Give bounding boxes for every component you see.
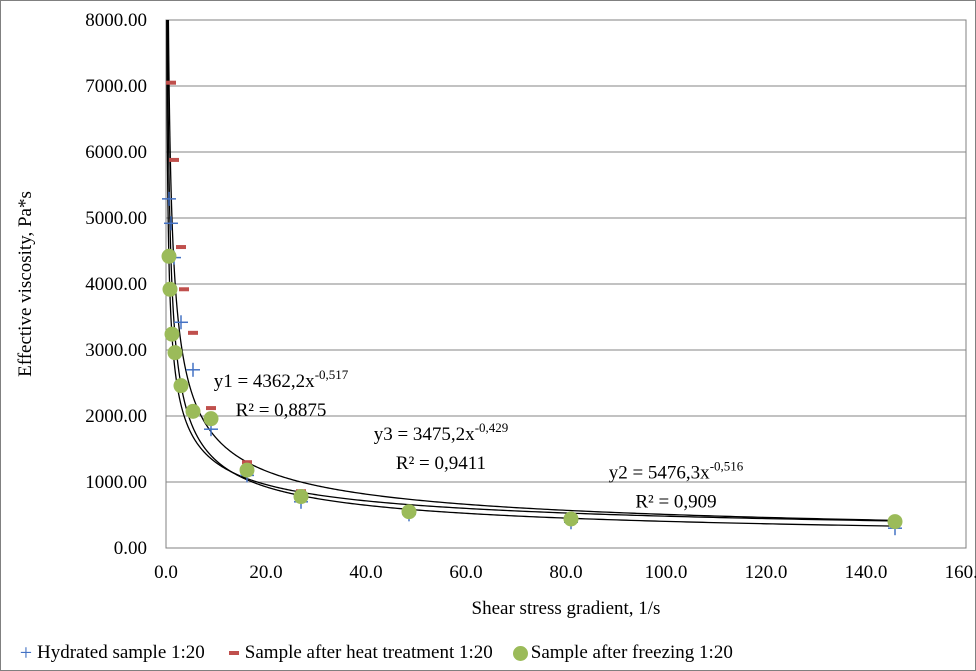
equation-eq2: y2 = 5476,3x-0,516: [609, 459, 744, 484]
equation-eq3: y3 = 3475,2x-0,429: [374, 420, 509, 445]
point-freezing: [293, 489, 309, 505]
legend-label: Hydrated sample 1:20: [37, 642, 205, 663]
legend: + Hydrated sample 1:20 Sample after heat…: [18, 640, 733, 666]
point-hydrated: [186, 362, 200, 377]
y-tick-label: 1000.00: [85, 472, 147, 493]
y-tick-label: 5000.00: [85, 208, 147, 229]
point-freezing: [167, 345, 183, 361]
legend-item-freezing: Sample after freezing 1:20: [512, 642, 733, 664]
x-tick-label: 140.0: [845, 562, 888, 583]
x-tick-label: 0.0: [154, 562, 178, 583]
trendlines: [166, 19, 897, 527]
point-freezing: [185, 403, 201, 419]
point-heat-treatment: [188, 330, 198, 335]
y-tick-label: 6000.00: [85, 142, 147, 163]
point-heat-treatment: [206, 406, 216, 411]
x-axis-label: Shear stress gradient, 1/s: [472, 598, 661, 619]
plus-marker-icon: +: [19, 640, 33, 665]
gridlines: [166, 85, 966, 483]
point-freezing: [164, 326, 180, 342]
point-hydrated: [164, 216, 178, 231]
x-tick-label: 80.0: [549, 562, 582, 583]
point-heat-treatment: [169, 157, 179, 162]
point-freezing: [239, 462, 255, 478]
trendline-2: [167, 19, 897, 522]
point-freezing: [173, 378, 189, 394]
point-hydrated: [162, 191, 176, 206]
x-tick-label: 160.0: [945, 562, 976, 583]
y-tick-label: 7000.00: [85, 76, 147, 97]
y-tick-label: 3000.00: [85, 340, 147, 361]
point-heat-treatment: [242, 460, 252, 465]
legend-label: Sample after freezing 1:20: [530, 642, 733, 663]
r-squared-eq3: R² = 0,9411: [396, 453, 486, 474]
y-axis-label: Effective viscosity, Pa*s: [15, 191, 36, 377]
y-tick-label: 8000.00: [85, 10, 147, 31]
trendline-3: [166, 20, 897, 522]
point-freezing: [162, 281, 178, 297]
point-freezing: [203, 411, 219, 427]
data-points: [161, 80, 903, 536]
point-heat-treatment: [179, 287, 189, 292]
y-tick-label: 4000.00: [85, 274, 147, 295]
x-tick-label: 40.0: [349, 562, 382, 583]
point-freezing: [161, 248, 177, 264]
equation-annotations: y1 = 4362,2x-0,517 R² = 0,8875 y3 = 3475,2…: [214, 367, 744, 513]
y-tick-label: 0.00: [114, 538, 147, 559]
x-tick-label: 60.0: [449, 562, 482, 583]
legend-label: Sample after heat treatment 1:20: [244, 642, 493, 663]
point-freezing: [563, 511, 579, 527]
legend-item-heat-treatment: Sample after heat treatment 1:20: [225, 642, 493, 664]
circle-marker-icon: [512, 645, 528, 661]
equation-eq1: y1 = 4362,2x-0,517: [214, 367, 349, 392]
point-heat-treatment: [176, 245, 186, 250]
point-hydrated: [174, 315, 188, 330]
point-heat-treatment: [166, 80, 176, 85]
x-tick-label: 20.0: [249, 562, 282, 583]
legend-item-hydrated: + Hydrated sample 1:20: [18, 642, 205, 664]
r-squared-eq1: R² = 0,8875: [236, 400, 327, 421]
y-tick-labels: 0.00 1000.00 2000.00 3000.00 4000.00 5000.00 6…: [85, 10, 147, 559]
y-tick-label: 2000.00: [85, 406, 147, 427]
point-freezing: [887, 514, 903, 530]
point-freezing: [401, 504, 417, 520]
r-squared-eq2: R² = 0,909: [635, 492, 716, 513]
dash-marker-icon: [228, 651, 239, 655]
x-tick-label: 120.0: [745, 562, 788, 583]
x-tick-label: 100.0: [645, 562, 688, 583]
x-tick-labels: 0.0 20.0 40.0 60.0 80.0 100.0 120.0 140.0 160.0: [154, 562, 976, 583]
trendline-1: [166, 19, 897, 527]
